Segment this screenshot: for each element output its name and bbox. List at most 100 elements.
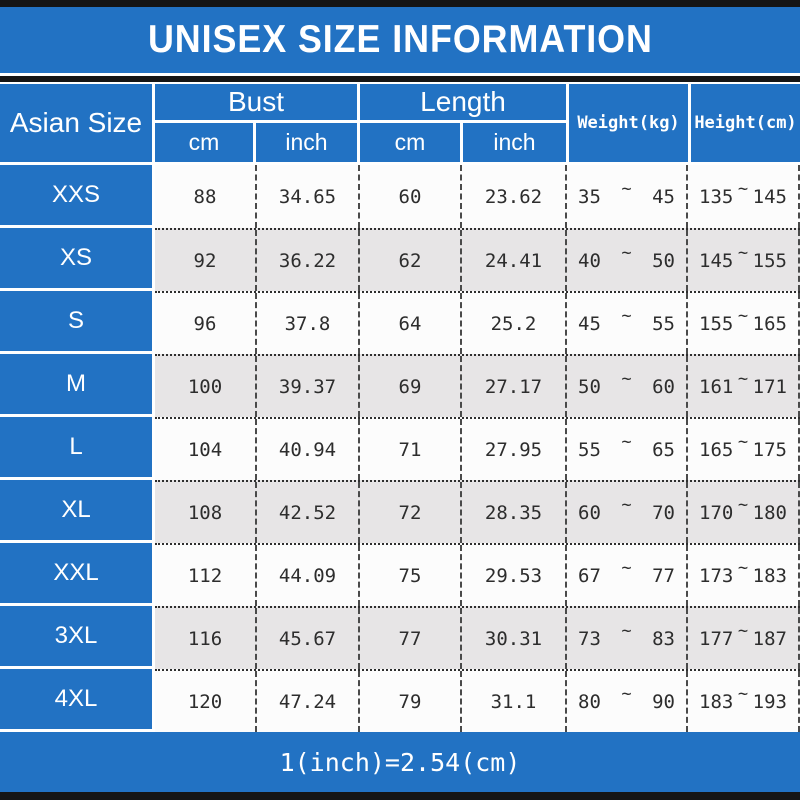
top-black-strip xyxy=(0,0,800,7)
height-range: 170 ~ 180 xyxy=(686,482,800,543)
height-range: 177 ~ 187 xyxy=(686,608,800,669)
height-min: 183 xyxy=(699,690,734,713)
weight-range: 55 ~ 65 xyxy=(565,419,686,480)
height-min: 155 xyxy=(699,312,734,335)
subheader-length-inch: inch xyxy=(463,123,566,162)
weight-range: 45 ~ 55 xyxy=(565,293,686,354)
bust-cm-value: 92 xyxy=(193,249,217,272)
height-max: 193 xyxy=(752,690,787,713)
height-range: 165 ~ 175 xyxy=(686,419,800,480)
length-inch-value: 27.17 xyxy=(460,356,565,417)
length-cm-value: 64 xyxy=(358,293,460,354)
size-label: XXL xyxy=(0,543,155,606)
height-range: 135 ~ 145 xyxy=(686,165,800,228)
subheader-bust-cm: cm xyxy=(155,123,253,162)
height-range: 173 ~ 183 xyxy=(686,545,800,606)
length-cm-value: 60 xyxy=(358,165,460,228)
tilde-glyph: ~ xyxy=(737,368,749,389)
weight-max: 70 xyxy=(652,501,675,524)
row-values: 108 42.52 72 28.35 60 ~ 70 170 ~ 180 xyxy=(155,480,800,543)
conversion-note: 1(inch)=2.54(cm) xyxy=(279,747,521,777)
bust-inch-value: 47.24 xyxy=(255,671,358,732)
bust-inch-value: 40.94 xyxy=(255,419,358,480)
height-min: 170 xyxy=(699,501,734,524)
size-label: XL xyxy=(0,480,155,543)
length-inch-value: 24.41 xyxy=(460,230,565,291)
weight-min: 60 xyxy=(578,501,601,524)
tilde-glyph: ~ xyxy=(737,431,749,452)
weight-min: 55 xyxy=(578,438,601,461)
weight-min: 45 xyxy=(578,312,601,335)
title-divider-black xyxy=(0,76,800,82)
weight-range: 73 ~ 83 xyxy=(565,608,686,669)
length-inch-value: 30.31 xyxy=(460,608,565,669)
tilde-glyph: ~ xyxy=(737,683,749,704)
weight-max: 77 xyxy=(652,564,675,587)
row-values: 104 40.94 71 27.95 55 ~ 65 165 ~ 175 xyxy=(155,417,800,480)
table-body: XXS 88 34.65 60 23.62 35 ~ 45 135 ~ 145 … xyxy=(0,165,800,732)
height-range: 161 ~ 171 xyxy=(686,356,800,417)
weight-max: 50 xyxy=(652,249,675,272)
size-label: S xyxy=(0,291,155,354)
height-max: 165 xyxy=(752,312,787,335)
length-inch-value: 25.2 xyxy=(460,293,565,354)
weight-min: 80 xyxy=(578,690,601,713)
weight-max: 83 xyxy=(652,627,675,650)
height-min: 177 xyxy=(699,627,734,650)
bust-cm-value: 104 xyxy=(187,438,223,461)
row-values: 116 45.67 77 30.31 73 ~ 83 177 ~ 187 xyxy=(155,606,800,669)
row-values: 92 36.22 62 24.41 40 ~ 50 145 ~ 155 xyxy=(155,228,800,291)
bottom-black-strip xyxy=(0,792,800,800)
size-label: 4XL xyxy=(0,669,155,732)
title-bar: UNISEX SIZE INFORMATION xyxy=(0,7,800,73)
weight-min: 67 xyxy=(578,564,601,587)
bust-cm-value: 112 xyxy=(187,564,223,587)
tilde-glyph: ~ xyxy=(737,557,749,578)
length-cm-value: 72 xyxy=(358,482,460,543)
weight-range: 40 ~ 50 xyxy=(565,230,686,291)
col-header-asian-size: Asian Size xyxy=(0,84,152,162)
size-label: XS xyxy=(0,228,155,291)
height-max: 145 xyxy=(752,185,787,208)
conversion-note-bar: 1(inch)=2.54(cm) xyxy=(0,732,800,792)
height-min: 165 xyxy=(699,438,734,461)
height-max: 183 xyxy=(752,564,787,587)
row-values: 120 47.24 79 31.1 80 ~ 90 183 ~ 193 xyxy=(155,669,800,732)
table-row-4xl: 4XL 120 47.24 79 31.1 80 ~ 90 183 ~ 193 xyxy=(0,669,800,732)
length-inch-value: 23.62 xyxy=(460,165,565,228)
weight-range: 35 ~ 45 xyxy=(565,165,686,228)
length-cm-value: 69 xyxy=(358,356,460,417)
bust-inch-value: 44.09 xyxy=(255,545,358,606)
weight-min: 35 xyxy=(578,185,601,208)
size-label: M xyxy=(0,354,155,417)
bust-cm-value: 108 xyxy=(187,501,223,524)
height-max: 180 xyxy=(752,501,787,524)
bust-inch-value: 39.37 xyxy=(255,356,358,417)
height-max: 171 xyxy=(752,375,787,398)
weight-max: 55 xyxy=(652,312,675,335)
height-max: 187 xyxy=(752,627,787,650)
height-min: 173 xyxy=(699,564,734,587)
table-row-3xl: 3XL 116 45.67 77 30.31 73 ~ 83 177 ~ 187 xyxy=(0,606,800,669)
col-header-weight: Weight(kg) xyxy=(569,84,688,162)
length-cm-value: 71 xyxy=(358,419,460,480)
bust-inch-value: 37.8 xyxy=(255,293,358,354)
tilde-glyph: ~ xyxy=(621,368,632,389)
height-range: 155 ~ 165 xyxy=(686,293,800,354)
height-min: 161 xyxy=(699,375,734,398)
length-cm-value: 62 xyxy=(358,230,460,291)
length-cm-value: 79 xyxy=(358,671,460,732)
table-row-s: S 96 37.8 64 25.2 45 ~ 55 155 ~ 165 xyxy=(0,291,800,354)
row-values: 100 39.37 69 27.17 50 ~ 60 161 ~ 171 xyxy=(155,354,800,417)
bust-cm-value: 116 xyxy=(187,627,223,650)
bust-cm-value: 96 xyxy=(193,312,217,335)
tilde-glyph: ~ xyxy=(621,305,632,326)
col-header-height: Height(cm) xyxy=(691,84,800,162)
tilde-glyph: ~ xyxy=(621,431,632,452)
table-row-m: M 100 39.37 69 27.17 50 ~ 60 161 ~ 171 xyxy=(0,354,800,417)
col-header-bust: Bust xyxy=(155,84,357,120)
col-header-length: Length xyxy=(360,84,566,120)
title-divider-white xyxy=(0,73,800,76)
bust-inch-value: 36.22 xyxy=(255,230,358,291)
height-range: 145 ~ 155 xyxy=(686,230,800,291)
